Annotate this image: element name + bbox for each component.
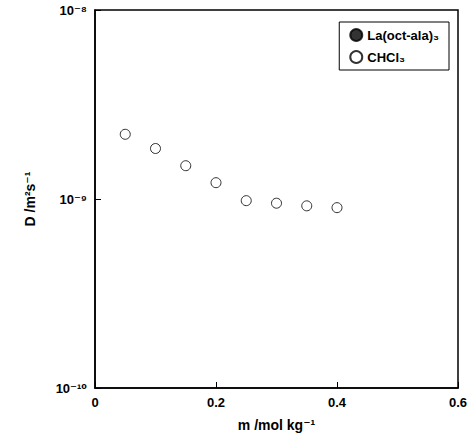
svg-text:0.2: 0.2	[207, 395, 225, 410]
svg-text:La(oct-ala)₃: La(oct-ala)₃	[367, 28, 439, 43]
svg-text:0.4: 0.4	[328, 395, 347, 410]
svg-text:m /mol kg⁻¹: m /mol kg⁻¹	[238, 417, 316, 433]
svg-text:10⁻⁹: 10⁻⁹	[60, 192, 88, 207]
svg-text:0: 0	[91, 395, 98, 410]
svg-text:10⁻⁸: 10⁻⁸	[60, 3, 87, 18]
svg-text:0.6: 0.6	[449, 395, 467, 410]
svg-text:CHCl₃: CHCl₃	[367, 50, 405, 65]
svg-text:10⁻¹⁰: 10⁻¹⁰	[56, 381, 88, 396]
svg-text:D /m²s⁻¹: D /m²s⁻¹	[22, 171, 38, 226]
